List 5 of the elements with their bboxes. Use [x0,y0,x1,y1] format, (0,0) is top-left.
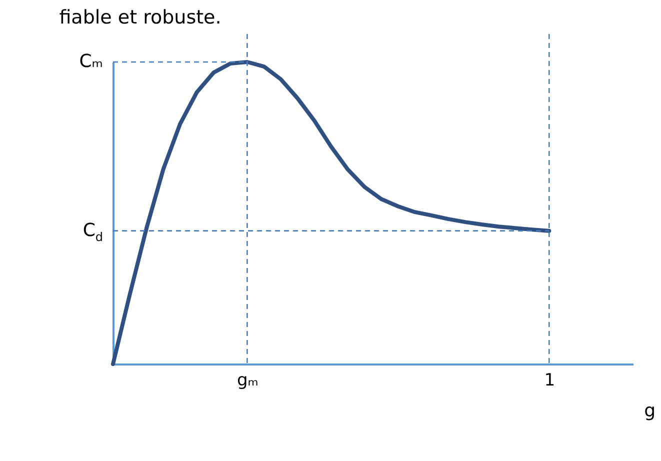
ref-line-label: Cₘ [79,51,104,72]
x-tick-label: gₘ [237,370,258,390]
x-tick-label: 1 [544,370,556,390]
text: fiable et robuste. [59,6,222,28]
x-axis-title: g [644,400,656,422]
